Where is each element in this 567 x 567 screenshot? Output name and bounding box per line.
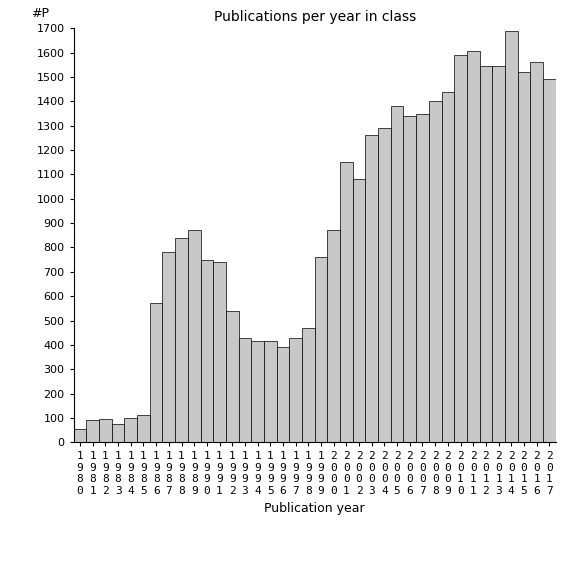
Bar (277, 348, 289, 442)
Bar (404, 116, 416, 442)
Bar (353, 179, 365, 442)
Bar (201, 260, 213, 442)
Bar (467, 52, 480, 442)
Y-axis label: #P: #P (31, 7, 49, 20)
Bar (492, 66, 505, 442)
Bar (226, 311, 239, 442)
X-axis label: Publication year: Publication year (264, 502, 365, 515)
Bar (543, 79, 556, 442)
Bar (74, 429, 86, 442)
Bar (99, 419, 112, 442)
Bar (442, 92, 454, 442)
Bar (416, 113, 429, 442)
Bar (340, 162, 353, 442)
Bar (391, 106, 404, 442)
Bar (454, 55, 467, 442)
Bar (302, 328, 315, 442)
Bar (175, 238, 188, 442)
Bar (264, 341, 277, 442)
Bar (530, 62, 543, 442)
Bar (378, 128, 391, 442)
Bar (239, 337, 251, 442)
Bar (518, 72, 530, 442)
Bar (137, 416, 150, 442)
Bar (188, 230, 201, 442)
Bar (289, 337, 302, 442)
Title: Publications per year in class: Publications per year in class (214, 10, 416, 24)
Bar (124, 418, 137, 442)
Bar (480, 66, 492, 442)
Bar (251, 341, 264, 442)
Bar (327, 230, 340, 442)
Bar (213, 262, 226, 442)
Bar (163, 252, 175, 442)
Bar (315, 257, 327, 442)
Bar (505, 31, 518, 442)
Bar (365, 136, 378, 442)
Bar (150, 303, 163, 442)
Bar (112, 424, 124, 442)
Bar (429, 101, 442, 442)
Bar (86, 420, 99, 442)
